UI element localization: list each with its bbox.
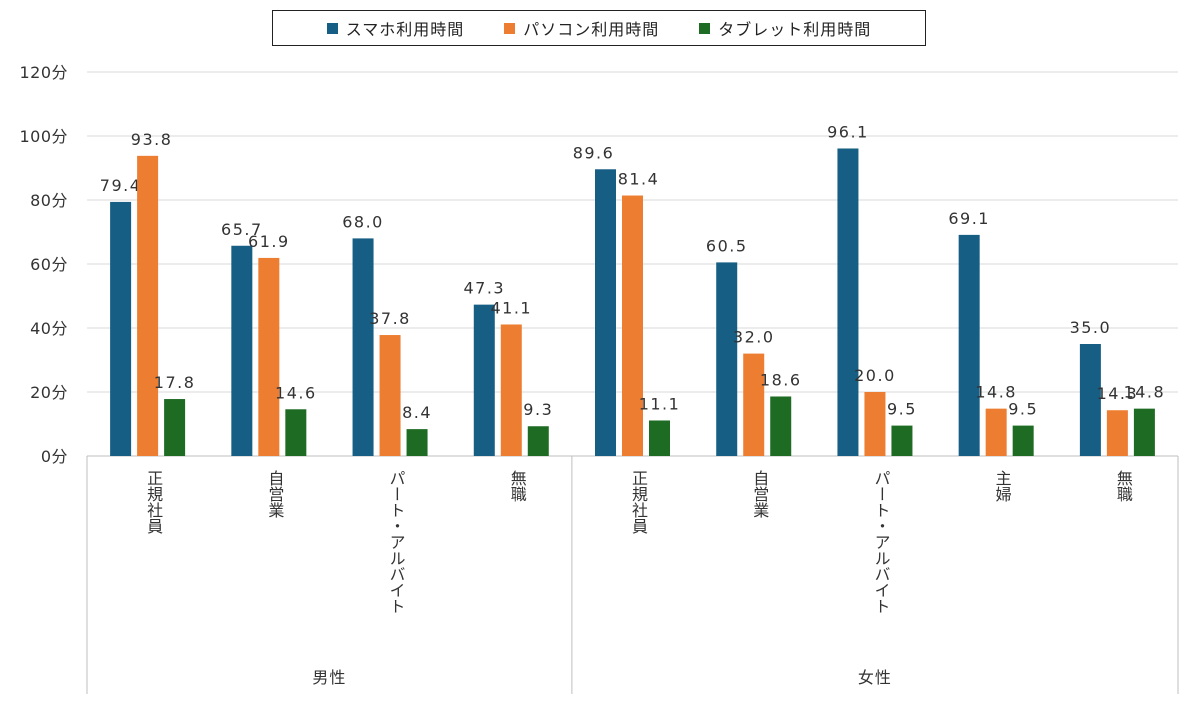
- data-label: 37.8: [369, 309, 411, 328]
- category-label: 無職: [1114, 470, 1133, 502]
- category-label: 正規社員: [144, 470, 163, 534]
- bar-2: [285, 409, 307, 456]
- bar-0: [352, 238, 374, 456]
- legend-label-tablet: タブレット利用時間: [718, 20, 872, 39]
- data-label: 89.6: [573, 143, 615, 162]
- legend-item-tablet: タブレット利用時間: [699, 16, 871, 40]
- bar-0: [473, 304, 495, 456]
- bar-2: [527, 426, 549, 456]
- bar-2: [1133, 408, 1155, 456]
- data-label: 18.6: [760, 370, 802, 389]
- bar-1: [864, 392, 886, 456]
- y-tick-label: 40分: [30, 319, 68, 338]
- bar-1: [743, 353, 765, 456]
- legend-label-pc: パソコン利用時間: [523, 20, 660, 39]
- y-tick-label: 20分: [30, 383, 68, 402]
- group-label-0: 男性: [312, 668, 346, 687]
- data-label: 81.4: [618, 170, 660, 189]
- legend-label-smartphone: スマホ利用時間: [345, 20, 465, 39]
- data-label: 14.6: [275, 383, 317, 402]
- bar-0: [110, 201, 132, 456]
- bar-2: [1012, 425, 1034, 456]
- data-label: 8.4: [402, 403, 432, 422]
- data-label: 35.0: [1070, 318, 1112, 337]
- bar-0: [231, 245, 253, 456]
- bar-1: [500, 324, 522, 456]
- legend-item-pc: パソコン利用時間: [504, 16, 659, 40]
- bar-2: [891, 425, 913, 456]
- category-label: 自営業: [750, 470, 769, 518]
- y-tick-label: 100分: [19, 127, 68, 146]
- category-label: 無職: [508, 470, 527, 502]
- data-label: 20.0: [854, 366, 896, 385]
- bar-1: [379, 335, 401, 456]
- y-tick-label: 0分: [41, 447, 68, 466]
- group-label-1: 女性: [858, 668, 892, 687]
- bar-1: [985, 408, 1007, 456]
- bar-1: [137, 155, 159, 456]
- category-label: パート・アルバイト: [871, 470, 890, 614]
- bar-0: [595, 169, 616, 456]
- category-label: 正規社員: [629, 470, 648, 534]
- y-tick-label: 80分: [30, 191, 68, 210]
- data-label: 11.1: [639, 394, 681, 413]
- bar-0: [716, 262, 738, 456]
- category-label: パート・アルバイト: [387, 470, 406, 614]
- bar-0: [958, 234, 980, 456]
- legend: スマホ利用時間 パソコン利用時間 タブレット利用時間: [272, 10, 926, 46]
- legend-swatch-smartphone: [326, 22, 338, 34]
- data-label: 93.8: [131, 130, 173, 149]
- data-label: 17.8: [154, 373, 196, 392]
- data-label: 9.5: [887, 400, 917, 419]
- bar-2: [164, 399, 186, 456]
- data-label: 61.9: [248, 232, 290, 251]
- data-label: 9.3: [523, 400, 553, 419]
- category-label: 主婦: [993, 470, 1012, 502]
- bar-0: [1079, 344, 1101, 456]
- bar-1: [622, 195, 643, 456]
- data-label: 68.0: [342, 212, 384, 231]
- data-label: 14.3: [1097, 384, 1139, 403]
- data-label: 65.7: [221, 220, 263, 239]
- bar-1: [258, 257, 280, 456]
- data-label: 47.3: [463, 279, 505, 298]
- category-label: 自営業: [265, 470, 284, 518]
- data-label: 79.4: [100, 176, 142, 195]
- data-label: 14.8: [1124, 383, 1166, 402]
- data-label: 96.1: [827, 122, 869, 141]
- data-label: 69.1: [948, 209, 990, 228]
- data-label: 41.1: [490, 298, 532, 317]
- data-label: 14.8: [975, 383, 1017, 402]
- legend-swatch-pc: [504, 22, 516, 34]
- y-tick-label: 120分: [19, 63, 68, 82]
- y-tick-label: 60分: [30, 255, 68, 274]
- bar-1: [1106, 410, 1128, 456]
- legend-swatch-tablet: [699, 22, 711, 34]
- data-label: 60.5: [706, 236, 748, 255]
- data-label: 9.5: [1008, 400, 1038, 419]
- data-label: 32.0: [733, 328, 775, 347]
- bar-2: [406, 429, 428, 456]
- bar-2: [770, 396, 792, 456]
- legend-item-smartphone: スマホ利用時間: [326, 16, 465, 40]
- bar-0: [837, 148, 859, 457]
- bar-2: [649, 420, 670, 456]
